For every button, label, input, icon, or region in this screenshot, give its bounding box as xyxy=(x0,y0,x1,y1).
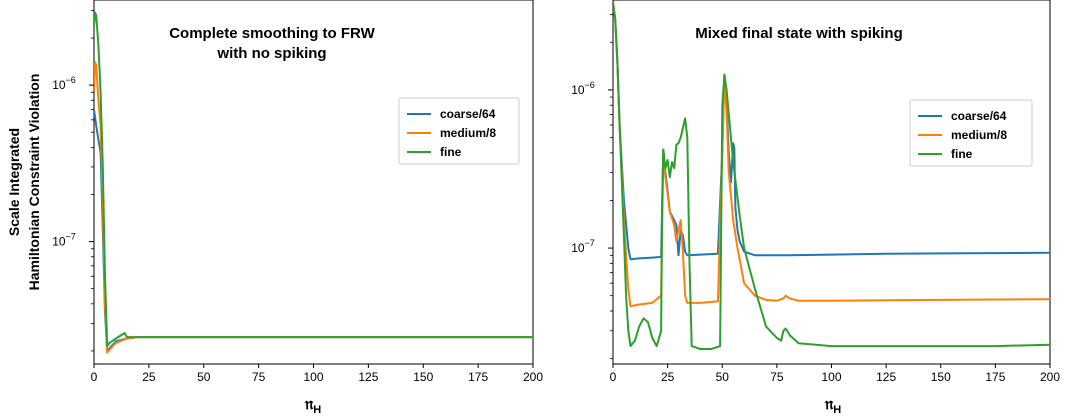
right-x-tick-label: 150 xyxy=(931,370,951,384)
left-x-tick-label: 100 xyxy=(303,370,323,384)
left-series-line-fine xyxy=(94,11,533,347)
left-ylabel-line2: Hamiltonian Constraint Violation xyxy=(26,74,42,291)
right-panel: 0 25 50 75 100 125 150 175 200 10−7 10−6 Mixed fi… xyxy=(571,0,1060,416)
left-legend-label-fine: fine xyxy=(440,145,462,159)
right-series-line-fine xyxy=(613,1,1050,350)
left-title-line1: Complete smoothing to FRW xyxy=(169,25,375,42)
left-plot-area xyxy=(94,11,533,354)
right-series-line-coarse xyxy=(613,3,1050,261)
right-x-tick-label: 200 xyxy=(1040,370,1060,384)
right-x-tick-label: 175 xyxy=(985,370,1005,384)
left-y-tick-label: 10−6 xyxy=(52,75,76,92)
right-legend-label-coarse: coarse/64 xyxy=(951,109,1007,123)
left-xlabel-symbol: 𝔫 xyxy=(304,394,314,414)
right-y-tick-label: 10−7 xyxy=(571,238,595,255)
right-x-tick-label: 100 xyxy=(821,370,841,384)
right-legend: coarse/64 medium/8 fine xyxy=(909,99,1033,167)
right-y-ticks: 10−7 10−6 xyxy=(571,14,613,360)
left-x-tick-label: 75 xyxy=(252,370,266,384)
right-x-tick-label: 75 xyxy=(770,370,784,384)
left-y-tick-label: 10−7 xyxy=(52,232,76,249)
left-x-tick-label: 150 xyxy=(413,370,433,384)
left-xlabel: 𝔫H xyxy=(304,394,322,416)
left-x-tick-label: 175 xyxy=(468,370,488,384)
left-legend-label-medium: medium/8 xyxy=(440,126,496,140)
left-x-tick-label: 125 xyxy=(358,370,378,384)
right-x-tick-label: 125 xyxy=(876,370,896,384)
right-x-tick-label: 0 xyxy=(610,370,617,384)
left-x-tick-label: 25 xyxy=(142,370,156,384)
right-x-tick-label: 25 xyxy=(661,370,675,384)
right-title: Mixed final state with spiking xyxy=(695,25,903,42)
left-title-line2: with no spiking xyxy=(216,45,326,62)
left-x-tick-label: 50 xyxy=(197,370,211,384)
right-plot-area xyxy=(613,1,1050,350)
right-xlabel: 𝔫H xyxy=(824,394,842,416)
left-x-tick-label: 0 xyxy=(91,370,98,384)
left-legend: coarse/64 medium/8 fine xyxy=(398,97,520,165)
left-x-tick-label: 200 xyxy=(523,370,543,384)
left-panel: 0 25 50 75 100 125 150 175 200 10−7 10−6 Complete… xyxy=(6,0,543,416)
left-legend-label-coarse: coarse/64 xyxy=(440,107,496,121)
right-xlabel-subscript: H xyxy=(833,404,841,416)
right-series-line-medium xyxy=(613,3,1050,308)
right-x-tick-label: 50 xyxy=(716,370,730,384)
right-x-ticks: 0 25 50 75 100 125 150 175 200 xyxy=(610,364,1060,384)
left-y-ticks: 10−7 10−6 xyxy=(52,10,94,352)
right-y-tick-label: 10−6 xyxy=(571,80,595,97)
right-legend-label-fine: fine xyxy=(951,147,973,161)
left-ylabel-line1: Scale Integrated xyxy=(6,128,22,236)
right-xlabel-symbol: 𝔫 xyxy=(824,394,834,414)
left-xlabel-subscript: H xyxy=(313,404,321,416)
right-plot-frame xyxy=(612,0,1051,365)
right-legend-label-medium: medium/8 xyxy=(951,128,1007,142)
left-x-ticks: 0 25 50 75 100 125 150 175 200 xyxy=(91,364,543,384)
